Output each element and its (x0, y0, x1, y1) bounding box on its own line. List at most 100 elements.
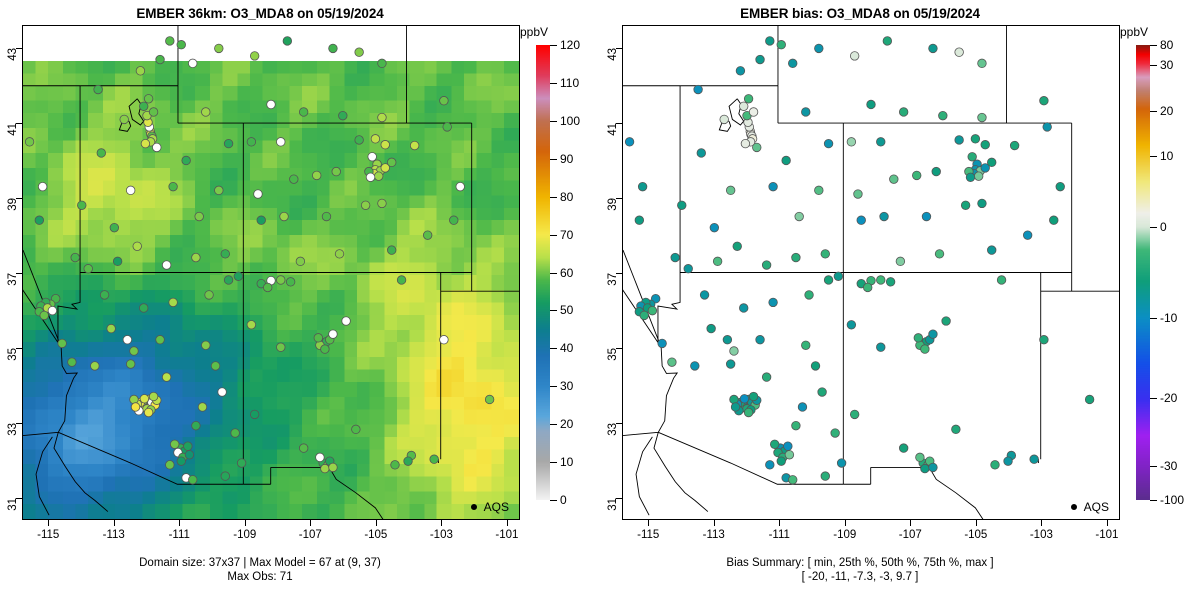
aqs-monitor-point[interactable] (791, 252, 801, 263)
aqs-monitor-point[interactable] (647, 305, 658, 316)
aqs-monitor-point[interactable] (360, 200, 371, 210)
aqs-monitor-point[interactable] (768, 181, 778, 192)
aqs-monitor-point[interactable] (387, 245, 397, 255)
aqs-monitor-point[interactable] (820, 249, 830, 259)
aqs-monitor-point[interactable] (276, 275, 286, 285)
aqs-monitor-point[interactable] (315, 452, 325, 463)
aqs-monitor-point[interactable] (139, 394, 150, 404)
aqs-monitor-point[interactable] (377, 58, 387, 69)
aqs-monitor-point[interactable] (876, 137, 886, 147)
aqs-monitor-point[interactable] (980, 163, 990, 173)
aqs-monitor-point[interactable] (846, 320, 857, 330)
aqs-monitor-point[interactable] (794, 211, 804, 222)
aqs-monitor-point[interactable] (670, 252, 680, 263)
aqs-monitor-point[interactable] (770, 439, 780, 449)
aqs-monitor-point[interactable] (165, 36, 175, 46)
aqs-monitor-point[interactable] (725, 185, 736, 196)
aqs-monitor-point[interactable] (876, 342, 886, 352)
aqs-monitor-point[interactable] (755, 335, 765, 345)
aqs-monitor-point[interactable] (341, 316, 351, 326)
aqs-monitor-point[interactable] (743, 94, 754, 104)
aqs-monitor-point[interactable] (882, 36, 893, 46)
aqs-monitor-point[interactable] (1022, 230, 1033, 240)
aqs-monitor-point[interactable] (1055, 181, 1065, 192)
aqs-monitor-point[interactable] (367, 152, 377, 162)
aqs-monitor-point[interactable] (236, 458, 247, 468)
aqs-monitor-point[interactable] (112, 256, 123, 267)
aqs-monitor-point[interactable] (788, 475, 798, 485)
aqs-monitor-point[interactable] (122, 335, 133, 345)
aqs-monitor-point[interactable] (449, 215, 459, 225)
aqs-monitor-point[interactable] (90, 361, 100, 371)
aqs-monitor-point[interactable] (1029, 454, 1039, 464)
aqs-monitor-point[interactable] (965, 172, 976, 182)
aqs-monitor-point[interactable] (941, 316, 951, 326)
aqs-monitor-point[interactable] (960, 200, 971, 210)
aqs-monitor-point[interactable] (429, 454, 439, 464)
aqs-monitor-point[interactable] (624, 137, 635, 147)
aqs-monitor-point[interactable] (161, 372, 172, 382)
aqs-monitor-point[interactable] (188, 58, 198, 69)
aqs-monitor-point[interactable] (109, 223, 120, 233)
aqs-monitor-point[interactable] (761, 372, 772, 382)
aqs-monitor-point[interactable] (106, 323, 116, 334)
aqs-monitor-point[interactable] (977, 58, 987, 69)
aqs-monitor-point[interactable] (898, 443, 909, 453)
map-plot-model[interactable]: AQS (22, 25, 520, 520)
aqs-monitor-point[interactable] (152, 142, 162, 153)
aqs-monitor-point[interactable] (263, 282, 273, 293)
aqs-monitor-point[interactable] (148, 107, 159, 117)
aqs-monitor-point[interactable] (980, 140, 990, 150)
aqs-monitor-point[interactable] (801, 340, 811, 350)
aqs-monitor-point[interactable] (143, 94, 154, 104)
aqs-monitor-point[interactable] (409, 140, 420, 151)
aqs-monitor-point[interactable] (863, 282, 873, 293)
aqs-monitor-point[interactable] (722, 335, 733, 345)
aqs-monitor-point[interactable] (729, 394, 739, 405)
aqs-monitor-point[interactable] (214, 43, 224, 54)
aqs-monitor-point[interactable] (876, 275, 886, 285)
aqs-monitor-point[interactable] (977, 112, 987, 123)
aqs-monitor-point[interactable] (921, 211, 932, 222)
aqs-monitor-point[interactable] (739, 394, 750, 404)
aqs-monitor-point[interactable] (148, 391, 159, 402)
aqs-monitor-point[interactable] (928, 462, 938, 473)
aqs-monitor-point[interactable] (755, 54, 765, 65)
aqs-monitor-point[interactable] (797, 402, 808, 412)
aqs-monitor-point[interactable] (130, 402, 141, 412)
aqs-monitor-point[interactable] (1003, 456, 1013, 466)
aqs-monitor-point[interactable] (439, 335, 449, 345)
aqs-monitor-point[interactable] (990, 460, 1000, 470)
aqs-monitor-point[interactable] (977, 198, 987, 209)
aqs-monitor-point[interactable] (403, 456, 413, 466)
aqs-monitor-point[interactable] (201, 340, 211, 350)
aqs-monitor-point[interactable] (973, 171, 984, 181)
aqs-monitor-point[interactable] (639, 310, 649, 321)
aqs-monitor-point[interactable] (987, 245, 997, 255)
aqs-monitor-point[interactable] (439, 96, 449, 106)
aqs-monitor-point[interactable] (788, 58, 798, 69)
aqs-monitor-point[interactable] (351, 424, 361, 435)
aqs-monitor-point[interactable] (93, 84, 103, 95)
aqs-monitor-point[interactable] (889, 174, 899, 184)
aqs-monitor-point[interactable] (732, 241, 742, 251)
aqs-monitor-point[interactable] (354, 47, 364, 57)
aqs-monitor-point[interactable] (77, 200, 87, 210)
aqs-monitor-point[interactable] (820, 471, 830, 481)
aqs-monitor-point[interactable] (791, 420, 801, 431)
aqs-monitor-point[interactable] (197, 402, 208, 412)
aqs-monitor-point[interactable] (365, 172, 376, 182)
aqs-monitor-point[interactable] (256, 215, 266, 225)
aqs-monitor-point[interactable] (1042, 122, 1052, 132)
aqs-monitor-point[interactable] (784, 450, 795, 460)
aqs-monitor-point[interactable] (214, 185, 224, 196)
aqs-monitor-point[interactable] (683, 264, 693, 274)
aqs-monitor-point[interactable] (377, 112, 387, 123)
aqs-monitor-point[interactable] (331, 166, 341, 177)
aqs-monitor-point[interactable] (230, 428, 240, 438)
aqs-monitor-point[interactable] (856, 215, 866, 225)
aqs-monitor-point[interactable] (1009, 140, 1020, 151)
aqs-monitor-point[interactable] (70, 252, 80, 263)
aqs-monitor-point[interactable] (836, 458, 847, 468)
aqs-monitor-point[interactable] (833, 271, 844, 281)
